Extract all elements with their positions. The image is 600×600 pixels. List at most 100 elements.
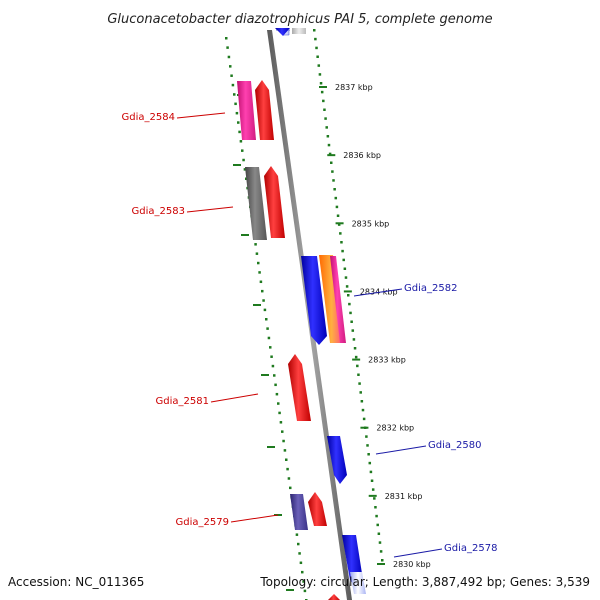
boundary-dot xyxy=(325,126,328,129)
gene-label-leader xyxy=(210,393,259,403)
boundary-dot xyxy=(369,470,373,474)
boundary-dot xyxy=(283,449,287,452)
gene-label[interactable]: Gdia_2581 xyxy=(156,396,209,407)
boundary-dot xyxy=(341,249,344,253)
boundary-dot xyxy=(339,232,342,235)
boundary-dot xyxy=(286,467,289,471)
boundary-dot xyxy=(314,37,317,41)
boundary-dot xyxy=(332,179,335,182)
gene-arrow-2584-red xyxy=(255,80,274,140)
boundary-dot xyxy=(226,46,229,49)
boundary-dot xyxy=(318,73,322,76)
scale-tick-mark xyxy=(335,222,344,225)
gene-label[interactable]: Gdia_2578 xyxy=(444,543,497,554)
boundary-dot xyxy=(367,453,370,456)
boundary-dot xyxy=(315,46,318,50)
boundary-dash xyxy=(261,374,269,376)
boundary-dot xyxy=(340,241,343,244)
boundary-dot xyxy=(265,318,268,321)
boundary-dot xyxy=(262,299,265,302)
boundary-dot xyxy=(317,64,321,67)
boundary-dot xyxy=(350,320,353,323)
boundary-dot xyxy=(351,329,355,332)
boundary-dot xyxy=(313,29,316,32)
boundary-dot xyxy=(302,580,305,583)
boundary-dot xyxy=(362,417,366,421)
boundary-dot xyxy=(231,83,235,87)
boundary-dot xyxy=(336,214,340,217)
boundary-dot xyxy=(270,355,273,358)
gene-label-leader xyxy=(230,514,279,523)
boundary-dot xyxy=(301,570,304,574)
gene-arrow-2584-magenta xyxy=(237,81,256,140)
boundary-dot xyxy=(225,37,228,40)
boundary-dot xyxy=(348,302,351,306)
gene-arrow-2578-lightblue xyxy=(350,572,366,594)
boundary-dot xyxy=(335,205,339,209)
scale-tick-label: 2836 kbp xyxy=(343,151,381,160)
gene-label[interactable]: Gdia_2579 xyxy=(176,517,229,528)
boundary-dot xyxy=(379,550,383,553)
boundary-dot xyxy=(295,533,299,536)
boundary-dot xyxy=(368,461,372,465)
boundary-dot xyxy=(377,532,381,535)
gene-label-leader xyxy=(186,206,234,213)
gene-arrow-2579-red xyxy=(308,492,327,526)
boundary-dot xyxy=(326,135,330,138)
boundary-dot xyxy=(334,196,338,200)
scale-tick-mark xyxy=(319,86,327,88)
gene-label[interactable]: Gdia_2580 xyxy=(428,440,481,451)
boundary-dash xyxy=(233,164,241,166)
boundary-dot xyxy=(323,108,326,111)
scale-tick-mark xyxy=(377,563,385,565)
boundary-dot xyxy=(227,55,231,59)
boundary-dot xyxy=(259,280,263,284)
boundary-dot xyxy=(241,149,244,152)
boundary-dot xyxy=(277,402,280,405)
boundary-dot xyxy=(330,161,333,164)
gene-label[interactable]: Gdia_2583 xyxy=(132,206,185,217)
boundary-dot xyxy=(316,55,319,58)
scale-tick-mark xyxy=(352,358,361,361)
boundary-dash xyxy=(267,446,275,448)
scale-tick-label: 2837 kbp xyxy=(335,83,373,92)
boundary-dot xyxy=(343,267,347,270)
boundary-dot xyxy=(347,294,350,297)
boundary-dot xyxy=(358,382,361,385)
gene-label[interactable]: Gdia_2582 xyxy=(404,283,457,294)
boundary-dot xyxy=(297,542,300,546)
boundary-dot xyxy=(238,130,241,134)
boundary-dot xyxy=(285,458,288,461)
boundary-dot xyxy=(261,289,264,293)
boundary-dot xyxy=(271,364,275,368)
gene-arrow-2580-blue xyxy=(327,436,347,484)
gene-label-leader xyxy=(176,112,226,119)
boundary-dot xyxy=(257,261,260,265)
gene-label-leader xyxy=(393,548,443,558)
boundary-dot xyxy=(354,355,358,359)
boundary-dot xyxy=(322,99,325,103)
boundary-dot xyxy=(263,308,267,312)
boundary-dot xyxy=(381,559,384,562)
boundary-dot xyxy=(370,479,374,482)
scale-tick-mark xyxy=(343,290,352,293)
boundary-dot xyxy=(287,477,291,480)
scale-tick-mark xyxy=(368,494,377,497)
boundary-dot xyxy=(235,111,239,115)
boundary-dot xyxy=(230,74,233,77)
gene-arrow-bottom-red xyxy=(328,594,340,600)
boundary-dot xyxy=(328,152,332,156)
boundary-dot xyxy=(373,497,376,500)
boundary-dot xyxy=(279,421,283,424)
gene-label[interactable]: Gdia_2584 xyxy=(122,112,175,123)
boundary-dot xyxy=(269,346,272,349)
boundary-dot xyxy=(342,258,345,262)
boundary-dot xyxy=(324,117,327,120)
boundary-dot xyxy=(242,158,245,162)
gene-arrow-2579-purple xyxy=(290,494,308,530)
boundary-dot xyxy=(327,143,331,147)
boundary-dot xyxy=(375,514,378,518)
boundary-dash xyxy=(241,234,249,236)
boundary-dot xyxy=(349,311,352,315)
